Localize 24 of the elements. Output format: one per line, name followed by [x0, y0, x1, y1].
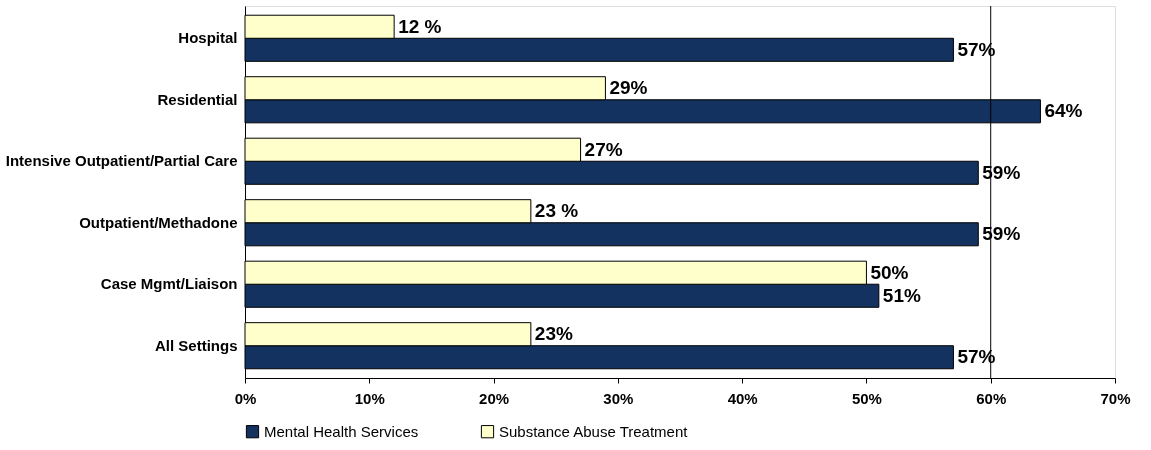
x-tick-label: 50%	[851, 389, 882, 407]
data-label: 64%	[1044, 100, 1083, 122]
x-tick-label: 20%	[479, 389, 510, 407]
x-tick-label: 60%	[976, 389, 1007, 407]
data-label: 27%	[584, 138, 623, 160]
x-tick-label: 40%	[727, 389, 758, 407]
x-tick-label: 10%	[354, 389, 385, 407]
x-tick-label: 30%	[603, 389, 634, 407]
y-tick-label: All Settings	[154, 336, 238, 354]
data-label: 50%	[870, 261, 909, 283]
y-tick-label: Outpatient/Methadone	[79, 213, 238, 231]
y-tick-label: Residential	[157, 90, 238, 108]
data-label: 12 %	[398, 15, 442, 37]
legend-label: Substance Abuse Treatment	[499, 422, 689, 440]
data-label: 51%	[882, 284, 921, 306]
x-tick-label: 70%	[1100, 389, 1131, 407]
y-tick-label: Case Mgmt/Liaison	[100, 275, 238, 293]
y-tick-label: Hospital	[178, 29, 238, 47]
data-label: 23%	[534, 323, 573, 345]
data-label: 29%	[609, 77, 648, 99]
data-label: 23 %	[534, 200, 579, 222]
x-tick-label: 0%	[234, 389, 257, 407]
legend-label: Mental Health Services	[264, 422, 419, 440]
y-tick-label: Intensive Outpatient/Partial Care	[5, 152, 238, 170]
